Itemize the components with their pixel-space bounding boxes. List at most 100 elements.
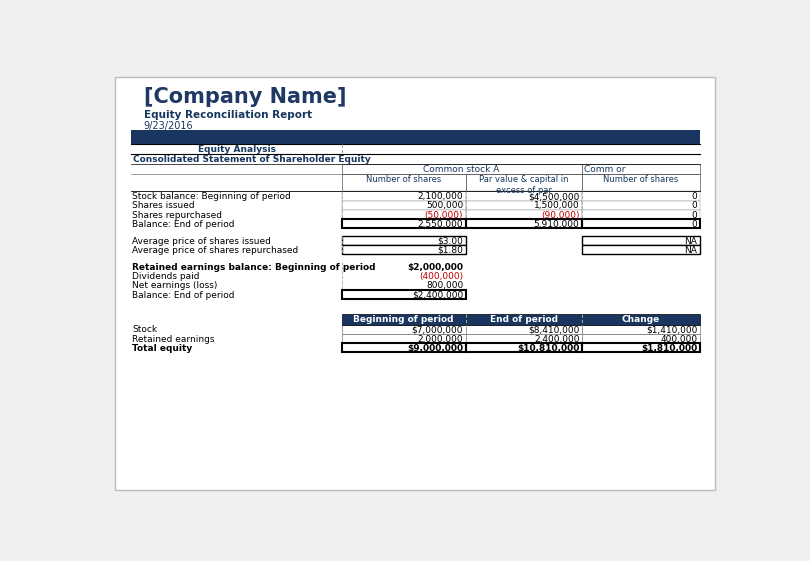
Text: NA: NA [684,237,697,246]
Bar [582,219,700,228]
Text: Equity Analysis: Equity Analysis [198,145,276,154]
Bar [130,343,342,352]
Bar [466,315,582,324]
Bar [130,334,342,343]
Bar [582,236,700,245]
Text: 0: 0 [692,210,697,219]
Bar [582,210,700,219]
Bar [342,164,582,174]
Bar [466,200,582,210]
Text: Total equity: Total equity [132,344,193,353]
Bar [342,324,466,334]
Text: End of period: End of period [489,315,557,324]
Bar [466,174,582,191]
Text: Change: Change [621,315,660,324]
Text: $7,000,000: $7,000,000 [411,325,463,334]
Text: $3.00: $3.00 [437,237,463,246]
Text: Comm or: Comm or [584,165,625,174]
Bar [130,324,342,334]
Bar [130,154,700,164]
Bar [342,290,466,299]
Bar [342,191,466,200]
Bar [130,272,466,280]
Bar [466,343,582,352]
Text: (400,000): (400,000) [419,272,463,281]
Text: Stock: Stock [132,325,157,334]
Bar [582,191,700,200]
Bar [130,280,466,290]
Text: $2,000,000: $2,000,000 [407,263,463,272]
Bar [582,343,700,352]
Text: Retained earnings balance: Beginning of period: Retained earnings balance: Beginning of … [132,263,376,272]
Text: Dividends paid: Dividends paid [132,272,200,281]
Bar [342,334,466,343]
Text: $10,810,000: $10,810,000 [517,344,579,353]
Bar [342,210,466,219]
Bar [130,245,342,255]
Bar [130,191,342,200]
Bar [582,200,700,210]
Bar [130,219,342,228]
Bar [582,324,700,334]
Text: $4,500,000: $4,500,000 [528,192,579,201]
Text: $9,000,000: $9,000,000 [407,344,463,353]
Bar [130,144,700,154]
Text: 400,000: 400,000 [660,334,697,343]
Text: Average price of shares issued: Average price of shares issued [132,237,271,246]
Text: (90,000): (90,000) [541,210,579,219]
Bar [342,343,466,352]
Text: Beginning of period: Beginning of period [353,315,454,324]
Text: 0: 0 [692,220,697,229]
Bar [342,219,466,228]
Bar [130,262,466,272]
Text: Par value & capital in
excess of par: Par value & capital in excess of par [479,175,569,195]
Text: $8,410,000: $8,410,000 [528,325,579,334]
Bar [130,290,466,299]
Text: Retained earnings: Retained earnings [132,334,215,343]
Bar [466,191,582,200]
Text: (50,000): (50,000) [424,210,463,219]
Bar [582,343,700,352]
Text: Number of shares: Number of shares [366,175,441,184]
Bar [342,219,466,228]
Bar [582,219,700,228]
Text: 2,400,000: 2,400,000 [534,334,579,343]
Text: 2,550,000: 2,550,000 [417,220,463,229]
Text: Shares issued: Shares issued [132,201,195,210]
Bar [582,315,700,324]
Text: Common stock A: Common stock A [424,165,500,174]
Text: $2,400,000: $2,400,000 [412,291,463,300]
Text: 500,000: 500,000 [426,201,463,210]
Bar [342,315,466,324]
Text: 2,000,000: 2,000,000 [417,334,463,343]
Text: NA: NA [684,246,697,255]
Bar [466,334,582,343]
Bar [130,236,342,245]
Text: 9/23/2016: 9/23/2016 [144,121,194,131]
Bar [466,343,582,352]
Text: 800,000: 800,000 [426,282,463,291]
Bar [342,236,466,245]
Bar [130,210,342,219]
Bar [342,245,466,255]
Text: 0: 0 [692,192,697,201]
Bar [582,245,700,255]
Bar [342,174,466,191]
Bar [342,200,466,210]
Text: 0: 0 [692,201,697,210]
Bar [342,343,466,352]
Bar [466,210,582,219]
Text: Shares repurchased: Shares repurchased [132,210,222,219]
Text: $1.80: $1.80 [437,246,463,255]
Text: Consolidated Statement of Shareholder Equity: Consolidated Statement of Shareholder Eq… [133,155,371,164]
Text: Balance: End of period: Balance: End of period [132,220,235,229]
Text: 1,500,000: 1,500,000 [534,201,579,210]
Text: 5,910,000: 5,910,000 [534,220,579,229]
Bar [582,334,700,343]
Text: Balance: End of period: Balance: End of period [132,291,235,300]
Bar [130,131,700,144]
Bar [130,200,342,210]
Text: [Company Name]: [Company Name] [144,86,347,107]
Bar [466,219,582,228]
Bar [466,324,582,334]
